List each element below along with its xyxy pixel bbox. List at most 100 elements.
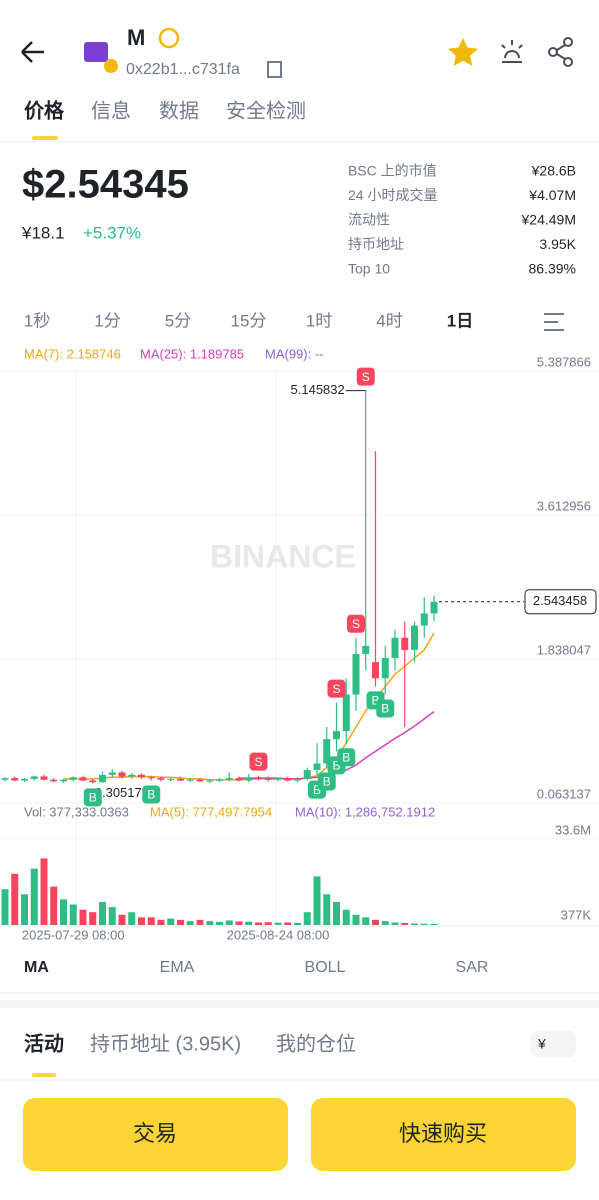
candle-body: [138, 774, 145, 778]
candle-body: [294, 778, 301, 781]
volume-bar: [1, 889, 9, 925]
candle-body: [274, 778, 282, 780]
price-cny: ¥18.1: [21, 223, 65, 242]
volume-bar: [430, 924, 438, 925]
candle-body: [69, 777, 77, 780]
indicator-tab[interactable]: MA: [24, 959, 49, 976]
candle-body: [108, 772, 116, 775]
share-icon[interactable]: [548, 37, 573, 67]
button-label: 交易: [133, 1121, 177, 1146]
timeframe[interactable]: 5分: [165, 311, 191, 330]
candle-body: [225, 778, 233, 780]
volume-bar: [167, 918, 175, 925]
candle-body: [430, 601, 438, 614]
currency-toggle[interactable]: [531, 1031, 576, 1057]
alert-icon[interactable]: [501, 40, 523, 63]
volume-bar: [157, 919, 165, 925]
candle-body: [420, 613, 428, 626]
indicator-tab[interactable]: BOLL: [305, 959, 346, 976]
candle-body: [284, 778, 292, 781]
trade-marker: [327, 679, 346, 698]
volume-bar: [235, 921, 243, 925]
bottom-tab[interactable]: 我的仓位: [276, 1032, 356, 1055]
chain-icon: [104, 59, 118, 73]
price: $2.54345: [22, 163, 189, 207]
address: 0x22b1...c731fa: [126, 61, 240, 78]
token-icon: [84, 42, 108, 62]
candle-body: [381, 658, 389, 679]
bottom-tab[interactable]: 持币地址 (3.95K): [90, 1032, 241, 1055]
vol-tick-label: 377K: [561, 907, 592, 922]
timeframe[interactable]: 1日: [447, 311, 473, 330]
candle-body: [303, 769, 311, 779]
trade-marker: [347, 614, 365, 633]
stat-value: ¥28.6B: [531, 163, 576, 179]
trade-marker: [337, 748, 356, 767]
volume-bar: [206, 921, 214, 925]
candle-body: [40, 776, 48, 780]
ma-legend: MA(25): 1.189785: [140, 346, 244, 361]
volume-bar: [391, 922, 399, 925]
tab[interactable]: 安全检测: [226, 99, 306, 122]
stat-value: 3.95K: [539, 236, 576, 252]
volume-bar: [284, 922, 292, 925]
quick-buy-button[interactable]: [311, 1098, 576, 1171]
candle-body: [79, 777, 87, 781]
volume-bar: [11, 873, 19, 925]
copy-icon[interactable]: [267, 61, 282, 78]
indicator-tab[interactable]: SAR: [456, 959, 489, 976]
tab-indicator: [32, 1073, 56, 1077]
price-change: +5.37%: [83, 223, 141, 242]
indicator-tab[interactable]: EMA: [160, 959, 195, 976]
trade-marker: [142, 785, 161, 804]
star-icon[interactable]: [448, 38, 478, 66]
chart-settings-icon[interactable]: [544, 313, 564, 331]
tab[interactable]: 价格: [24, 98, 65, 122]
volume-bar: [79, 909, 87, 925]
volume-bar: [147, 917, 155, 925]
volume-bar: [245, 921, 253, 925]
stat-value: 86.39%: [529, 261, 576, 277]
tab[interactable]: 数据: [159, 99, 199, 122]
volume-bar: [138, 917, 145, 925]
volume-bar: [274, 922, 282, 925]
back-icon[interactable]: [21, 41, 44, 63]
trade-marker-label: B: [323, 775, 331, 789]
volume-bar: [264, 922, 272, 925]
volume-bar: [50, 886, 58, 925]
volume-bar: [420, 923, 428, 925]
bottom-tab[interactable]: 活动: [24, 1032, 64, 1055]
candle-body: [118, 772, 126, 777]
stat-value: ¥24.49M: [521, 212, 576, 228]
trade-marker-label: B: [147, 788, 155, 802]
volume-bar: [342, 909, 350, 925]
trade-marker-label: B: [381, 702, 389, 716]
volume-bar: [303, 912, 311, 925]
volume-bar: [69, 904, 77, 925]
trade-marker-label: S: [352, 617, 360, 631]
candle-body: [342, 694, 350, 732]
timeframe[interactable]: 1时: [306, 311, 332, 330]
volume-bar: [118, 914, 126, 925]
at-icon: [158, 27, 180, 49]
button-label: 快速购买: [399, 1121, 487, 1146]
candle-body: [362, 645, 370, 654]
candle-body: [411, 625, 418, 650]
max-label: 5.145832: [291, 382, 345, 397]
volume-bar: [186, 921, 194, 925]
volume-bar: [381, 921, 389, 925]
timeframe[interactable]: 1分: [94, 311, 120, 330]
timeframe[interactable]: 1秒: [24, 311, 50, 330]
tab-indicator: [32, 136, 58, 140]
candle-body: [255, 777, 262, 779]
timeframe[interactable]: 15分: [231, 311, 267, 330]
tab[interactable]: 信息: [91, 99, 131, 122]
timeframe[interactable]: 4时: [376, 311, 402, 330]
x-tick-label: 2025-08-24 08:00: [227, 927, 330, 942]
volume-bar: [40, 858, 48, 925]
candle-body: [333, 731, 340, 740]
candle-body: [157, 778, 165, 780]
trade-button[interactable]: [23, 1098, 288, 1171]
volume-bar: [89, 912, 97, 925]
